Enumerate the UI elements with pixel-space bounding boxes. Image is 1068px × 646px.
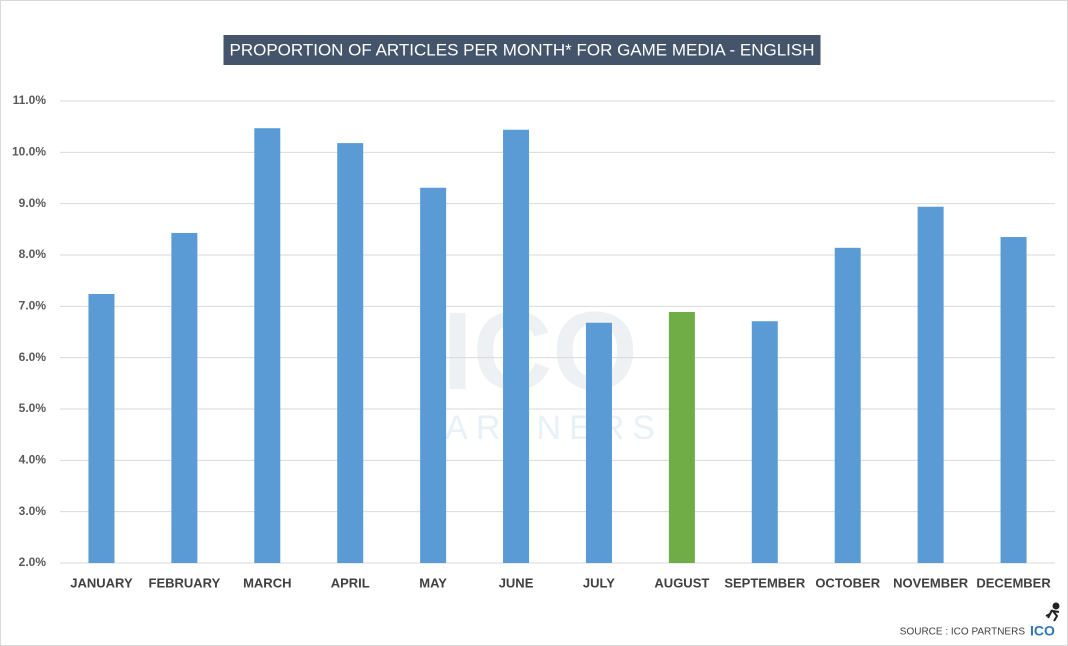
chart-title: PROPORTION OF ARTICLES PER MONTH* FOR GA… <box>229 40 814 59</box>
x-tick-label: NOVEMBER <box>893 575 969 590</box>
x-tick-label: AUGUST <box>654 575 709 590</box>
y-tick-label: 6.0% <box>19 350 47 364</box>
bar <box>171 232 198 563</box>
x-tick-label: APRIL <box>331 575 370 590</box>
y-tick-label: 3.0% <box>19 504 47 518</box>
bar <box>751 321 778 563</box>
bar <box>503 129 530 563</box>
watermark: PARTNERS <box>417 409 663 447</box>
logo-icon <box>1045 602 1060 622</box>
bar <box>337 143 364 564</box>
y-tick-label: 11.0% <box>13 93 47 107</box>
y-tick-label: 7.0% <box>19 299 47 313</box>
title-box <box>223 35 821 65</box>
y-tick-label: 4.0% <box>19 453 47 467</box>
bar <box>254 128 281 563</box>
x-tick-label: FEBRUARY <box>149 575 221 590</box>
bar <box>1000 237 1027 564</box>
x-tick-label: SEPTEMBER <box>724 575 806 590</box>
bar <box>585 322 612 563</box>
x-tick-label: OCTOBER <box>815 575 880 590</box>
bar <box>917 206 944 563</box>
bar <box>420 187 447 563</box>
x-tick-label: JULY <box>583 575 615 590</box>
y-tick-label: 2.0% <box>19 555 47 569</box>
x-tick-label: JUNE <box>499 575 534 590</box>
x-tick-label: JANUARY <box>70 575 133 590</box>
x-tick-label: DECEMBER <box>976 575 1051 590</box>
x-tick-label: MAY <box>419 575 447 590</box>
y-tick-label: 8.0% <box>19 247 47 261</box>
bar <box>88 294 115 563</box>
source: SOURCE : ICO PARTNERS <box>900 627 1026 638</box>
y-tick-label: 10.0% <box>12 145 46 159</box>
y-tick-label: 5.0% <box>19 401 47 415</box>
bar <box>668 311 695 563</box>
y-tick-label: 9.0% <box>19 196 47 210</box>
logo: ICO <box>1030 623 1055 639</box>
x-tick-label: MARCH <box>243 575 291 590</box>
bar <box>834 247 861 563</box>
